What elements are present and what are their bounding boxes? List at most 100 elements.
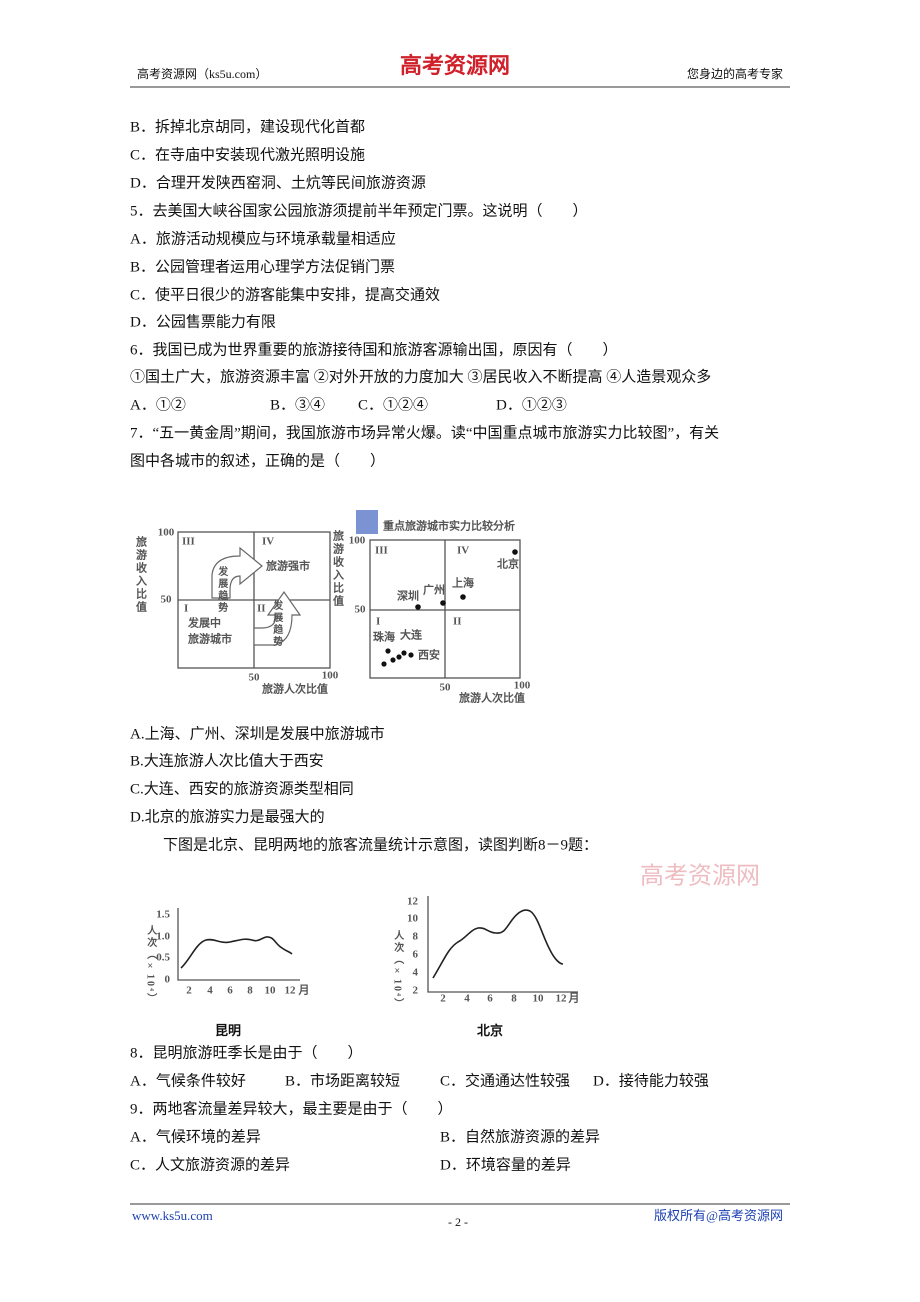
quadrant: II [453, 616, 462, 628]
caption: 北京 [477, 1023, 503, 1038]
option: B．③④ [270, 396, 325, 413]
x-tick: 2 [186, 985, 192, 997]
y-tick: 10 [407, 913, 419, 925]
option: B．市场距离较短 [285, 1071, 400, 1089]
y-label: 旅游收入比值 [134, 535, 147, 614]
quadrant: II [257, 603, 266, 615]
label: 旅游强市 [266, 559, 310, 573]
y-tick: 8 [413, 931, 419, 943]
x-tick: 2 [440, 993, 446, 1005]
arrow-label: 发展趋势 [271, 599, 284, 648]
caption: 昆明 [215, 1023, 241, 1038]
option: A．气候环境的差异 [130, 1127, 261, 1145]
page-number: - 2 - [448, 1215, 468, 1229]
city: 北京 [497, 557, 519, 571]
text-line: B．公园管理者运用心理学方法促销门票 [130, 258, 395, 275]
y-tick: 6 [413, 949, 419, 961]
y-label: 人次（×10⁴） [145, 924, 158, 1005]
text-line: D．合理开发陕西窑洞、土炕等民间旅游资源 [130, 173, 426, 191]
quadrant: I [184, 603, 188, 615]
footer-left: www.ks5u.com [132, 1208, 213, 1223]
label: 旅游城市 [188, 632, 232, 646]
x-tick: 100 [322, 670, 339, 682]
y-tick: 2 [413, 985, 419, 997]
option: B．自然旅游资源的差异 [440, 1128, 600, 1145]
option: C．人文旅游资源的差异 [130, 1156, 290, 1173]
x-unit: 月 [568, 992, 580, 1005]
option: B.大连旅游人次比值大于西安 [130, 752, 324, 769]
text-line: ①国土广大，旅游资源丰富 ②对外开放的力度加大 ③居民收入不断提高 ④人造景观众… [130, 367, 711, 385]
option: A.上海、广州、深圳是发展中旅游城市 [130, 725, 385, 742]
option: A．气候条件较好 [130, 1071, 246, 1089]
x-tick: 50 [440, 682, 452, 694]
x-tick: 10 [265, 985, 277, 997]
option: C．交通通达性较强 [440, 1071, 570, 1089]
text-line: 5．去美国大峡谷国家公园旅游须提前半年预定门票。这说明（ ） [130, 202, 588, 219]
option: C.大连、西安的旅游资源类型相同 [130, 780, 354, 797]
y-tick: 0 [165, 974, 171, 986]
figure-right: 重点旅游城市实力比较分析 旅游收入比值 100 50 50 100 旅游人次比值… [331, 510, 531, 705]
footer-right: 版权所有@高考资源网 [654, 1208, 783, 1223]
figure-title: 重点旅游城市实力比较分析 [383, 519, 515, 533]
question-stem: 7．“五一黄金周”期间，我国旅游市场异常火爆。读“中国重点城市旅游实力比较图”，… [130, 423, 719, 441]
option: A．①② [130, 396, 186, 413]
text-line: C．使平日很少的游客能集中安排，提高交通效 [130, 285, 440, 303]
option: D．环境容量的差异 [440, 1155, 571, 1173]
x-label: 旅游人次比值 [262, 682, 328, 696]
city: 大连 [400, 628, 423, 642]
x-unit: 月 [298, 984, 310, 997]
y-tick: 1.5 [156, 909, 170, 921]
question-stem: 9．两地客流量差异较大，最主要是由于（ ） [130, 1099, 453, 1117]
x-tick: 50 [249, 672, 261, 684]
city: 广州 [423, 583, 445, 597]
arrow [211, 546, 263, 599]
city: 深圳 [397, 589, 419, 603]
header-right: 您身边的高考专家 [687, 66, 783, 81]
question-stem: 图中各城市的叙述，正确的是（ ） [130, 452, 385, 469]
quadrant: I [376, 616, 380, 628]
y-tick: 0.5 [156, 952, 170, 964]
figure-left: 旅游收入比值 100 50 50 100 旅游人次比值 III IV I II … [134, 527, 338, 696]
question-stem: 8．昆明旅游旺季长是由于（ ） [130, 1044, 363, 1061]
quadrant: III [375, 545, 388, 557]
x-tick: 8 [511, 993, 517, 1005]
label: 发展中 [187, 616, 221, 630]
quadrant: III [182, 536, 195, 548]
y-tick: 100 [158, 527, 175, 539]
x-tick: 6 [487, 993, 493, 1005]
option: D.北京的旅游实力是最强大的 [130, 808, 325, 825]
quadrant: IV [457, 545, 469, 557]
city: 上海 [452, 576, 474, 590]
y-tick: 100 [349, 535, 366, 547]
text-line: D．公园售票能力有限 [130, 313, 276, 330]
intro: 下图是北京、昆明两地的旅客流量统计示意图，读图判断8－9题： [163, 835, 598, 853]
x-tick: 10 [533, 993, 545, 1005]
x-tick: 100 [514, 680, 531, 692]
y-tick: 50 [355, 604, 367, 616]
y-tick: 4 [413, 967, 419, 979]
watermark: 高考资源网 [640, 863, 760, 890]
icon [356, 510, 378, 534]
option: D．①②③ [496, 396, 567, 413]
x-tick: 12 [556, 993, 568, 1005]
x-tick: 12 [285, 985, 297, 997]
city: 珠海 [373, 630, 395, 644]
arrow-label: 发展趋势 [216, 565, 229, 614]
x-label: 旅游人次比值 [459, 691, 525, 705]
x-tick: 6 [227, 985, 233, 997]
option: D．接待能力较强 [593, 1071, 709, 1089]
x-tick: 4 [207, 985, 213, 997]
text-line: B．拆掉北京胡同，建设现代化首都 [130, 118, 365, 135]
y-label: 人次（×10⁴） [392, 929, 405, 1010]
quadrant: IV [262, 536, 274, 548]
header-logo: 高考资源网 [400, 53, 510, 78]
x-tick: 8 [247, 985, 253, 997]
text-line: 6．我国已成为世界重要的旅游接待国和旅游客源输出国，原因有（ ） [130, 341, 618, 358]
y-tick: 1.0 [156, 931, 170, 943]
option: C．①②④ [358, 396, 428, 413]
x-tick: 4 [464, 993, 470, 1005]
text-line: A．旅游活动规模应与环境承载量相适应 [130, 229, 396, 247]
header-left: 高考资源网（ks5u.com） [137, 66, 267, 81]
